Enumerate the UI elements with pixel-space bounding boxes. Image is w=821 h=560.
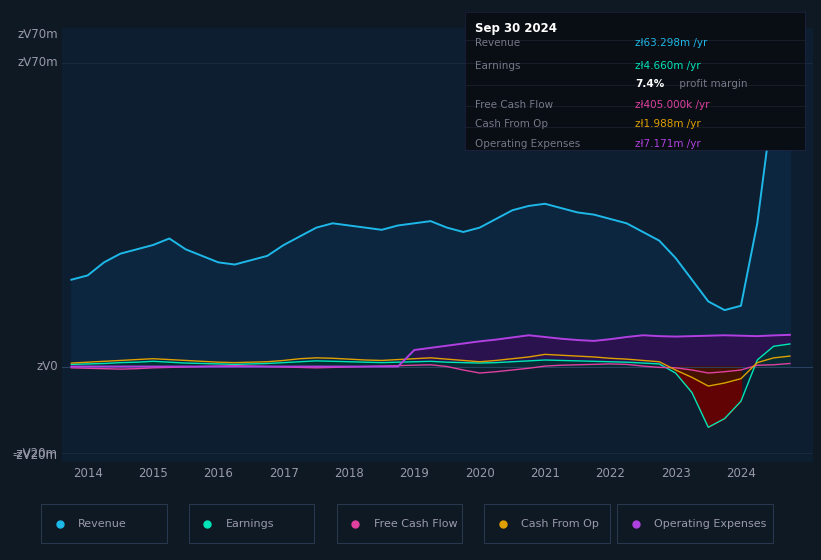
Text: Earnings: Earnings — [226, 519, 274, 529]
Text: Sep 30 2024: Sep 30 2024 — [475, 22, 557, 35]
Text: zł63.298m /yr: zł63.298m /yr — [635, 38, 708, 48]
Text: -zᐯ20m: -zᐯ20m — [13, 449, 57, 462]
Text: Free Cash Flow: Free Cash Flow — [475, 100, 553, 110]
Text: zł4.660m /yr: zł4.660m /yr — [635, 62, 700, 71]
Text: zł7.171m /yr: zł7.171m /yr — [635, 139, 701, 148]
Text: Revenue: Revenue — [78, 519, 126, 529]
Text: Operating Expenses: Operating Expenses — [654, 519, 767, 529]
Text: Free Cash Flow: Free Cash Flow — [374, 519, 457, 529]
Text: Earnings: Earnings — [475, 62, 521, 71]
Text: zᐯ70m: zᐯ70m — [17, 56, 57, 69]
Text: Cash From Op: Cash From Op — [475, 119, 548, 129]
Text: profit margin: profit margin — [676, 80, 747, 89]
Text: zᐯ70m: zᐯ70m — [17, 28, 57, 41]
Text: -zᐯ20m: -zᐯ20m — [13, 447, 57, 460]
Text: Operating Expenses: Operating Expenses — [475, 139, 580, 148]
Text: Revenue: Revenue — [475, 38, 521, 48]
Text: 7.4%: 7.4% — [635, 80, 664, 89]
Text: Cash From Op: Cash From Op — [521, 519, 599, 529]
Text: zł1.988m /yr: zł1.988m /yr — [635, 119, 701, 129]
Text: zᐯ0: zᐯ0 — [36, 360, 57, 373]
Text: zł405.000k /yr: zł405.000k /yr — [635, 100, 709, 110]
